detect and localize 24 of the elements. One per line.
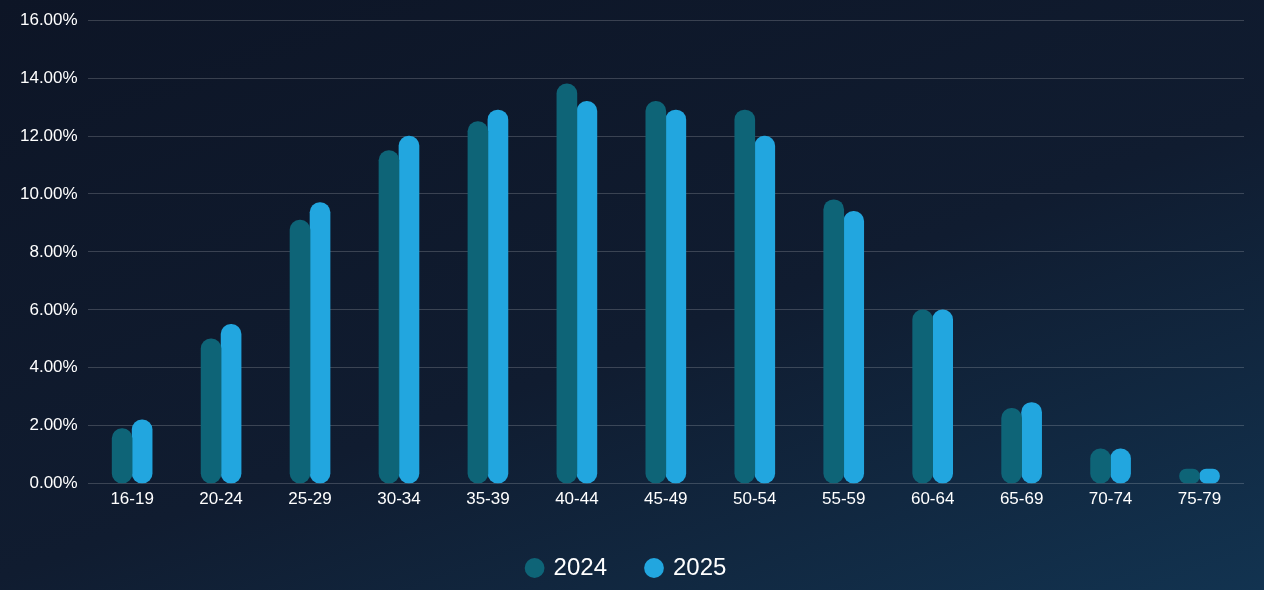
y-tick-label: 14.00% [19, 67, 78, 87]
y-tick-label: 0.00% [29, 473, 78, 493]
legend-label: 2025 [673, 552, 727, 580]
legend-label: 2024 [553, 552, 607, 580]
y-tick-label: 8.00% [29, 241, 78, 261]
y-tick-label: 10.00% [19, 183, 78, 203]
x-tick-label: 20-24 [199, 489, 243, 509]
y-tick-label: 4.00% [29, 357, 78, 377]
x-tick-label: 35-39 [466, 489, 510, 509]
y-tick-label: 6.00% [29, 299, 78, 319]
x-tick-label: 50-54 [733, 489, 777, 509]
x-tick-label: 30-34 [377, 489, 421, 509]
x-tick-label: 16-19 [110, 489, 154, 509]
x-tick-label: 65-69 [999, 489, 1044, 509]
x-tick-label: 25-29 [288, 489, 332, 509]
x-tick-label: 55-59 [821, 489, 866, 509]
y-tick-label: 2.00% [29, 415, 78, 435]
y-tick-label: 16.00% [19, 9, 78, 29]
y-tick-label: 12.00% [19, 125, 78, 145]
x-tick-label: 45-49 [644, 489, 688, 509]
x-tick-label: 40-44 [555, 489, 599, 509]
x-tick-label: 60-64 [910, 489, 955, 509]
x-tick-label: 70-74 [1088, 489, 1133, 509]
x-tick-label: 75-79 [1177, 489, 1222, 509]
